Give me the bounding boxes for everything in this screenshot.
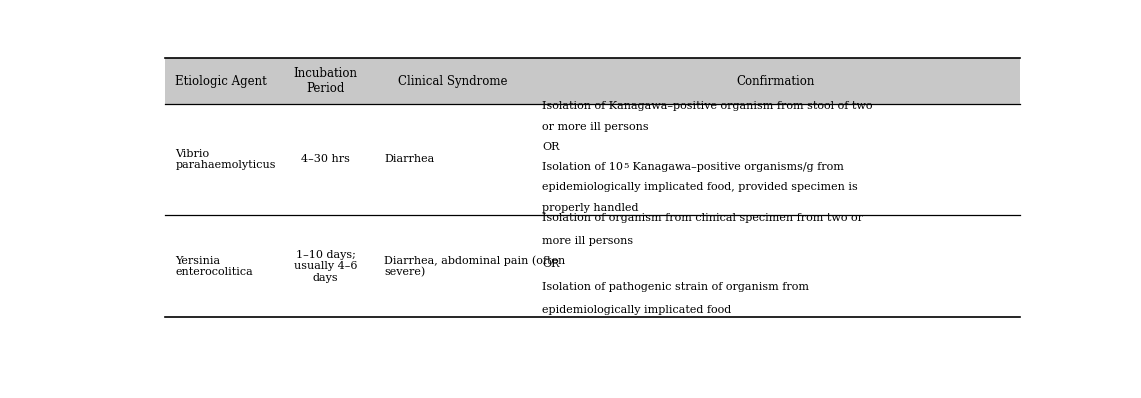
Text: Incubation
Period: Incubation Period (293, 67, 357, 95)
Text: Confirmation: Confirmation (736, 75, 815, 88)
Text: epidemiologically implicated food: epidemiologically implicated food (542, 305, 731, 315)
Text: properly handled: properly handled (542, 203, 639, 213)
Text: Diarrhea: Diarrhea (385, 154, 435, 164)
Text: Clinical Syndrome: Clinical Syndrome (398, 75, 508, 88)
Text: 4–30 hrs: 4–30 hrs (301, 154, 350, 164)
Text: OR: OR (542, 259, 559, 269)
Text: more ill persons: more ill persons (542, 236, 633, 246)
Text: or more ill persons: or more ill persons (542, 121, 649, 132)
Text: OR: OR (542, 142, 559, 152)
Text: Diarrhea, abdominal pain (often
severe): Diarrhea, abdominal pain (often severe) (385, 255, 565, 277)
Text: epidemiologically implicated food, provided specimen is: epidemiologically implicated food, provi… (542, 182, 858, 192)
Text: 1–10 days;
usually 4–6
days: 1–10 days; usually 4–6 days (293, 250, 357, 283)
Text: Isolation of 10: Isolation of 10 (542, 162, 623, 172)
Bar (164, 215, 1020, 318)
Text: Isolation of Kanagawa–positive organism from stool of two: Isolation of Kanagawa–positive organism … (542, 101, 873, 111)
Bar (164, 104, 1020, 215)
Text: Yersinia
enterocolitica: Yersinia enterocolitica (176, 256, 253, 277)
Bar (164, 59, 1020, 104)
Text: Isolation of pathogenic strain of organism from: Isolation of pathogenic strain of organi… (542, 282, 809, 292)
Text: 5: 5 (623, 162, 629, 170)
Text: Kanagawa–positive organisms/g from: Kanagawa–positive organisms/g from (629, 162, 843, 172)
Text: Etiologic Agent: Etiologic Agent (176, 75, 267, 88)
Text: Vibrio
parahaemolyticus: Vibrio parahaemolyticus (176, 149, 276, 170)
Text: Isolation of organism from clinical specimen from two or: Isolation of organism from clinical spec… (542, 213, 864, 222)
